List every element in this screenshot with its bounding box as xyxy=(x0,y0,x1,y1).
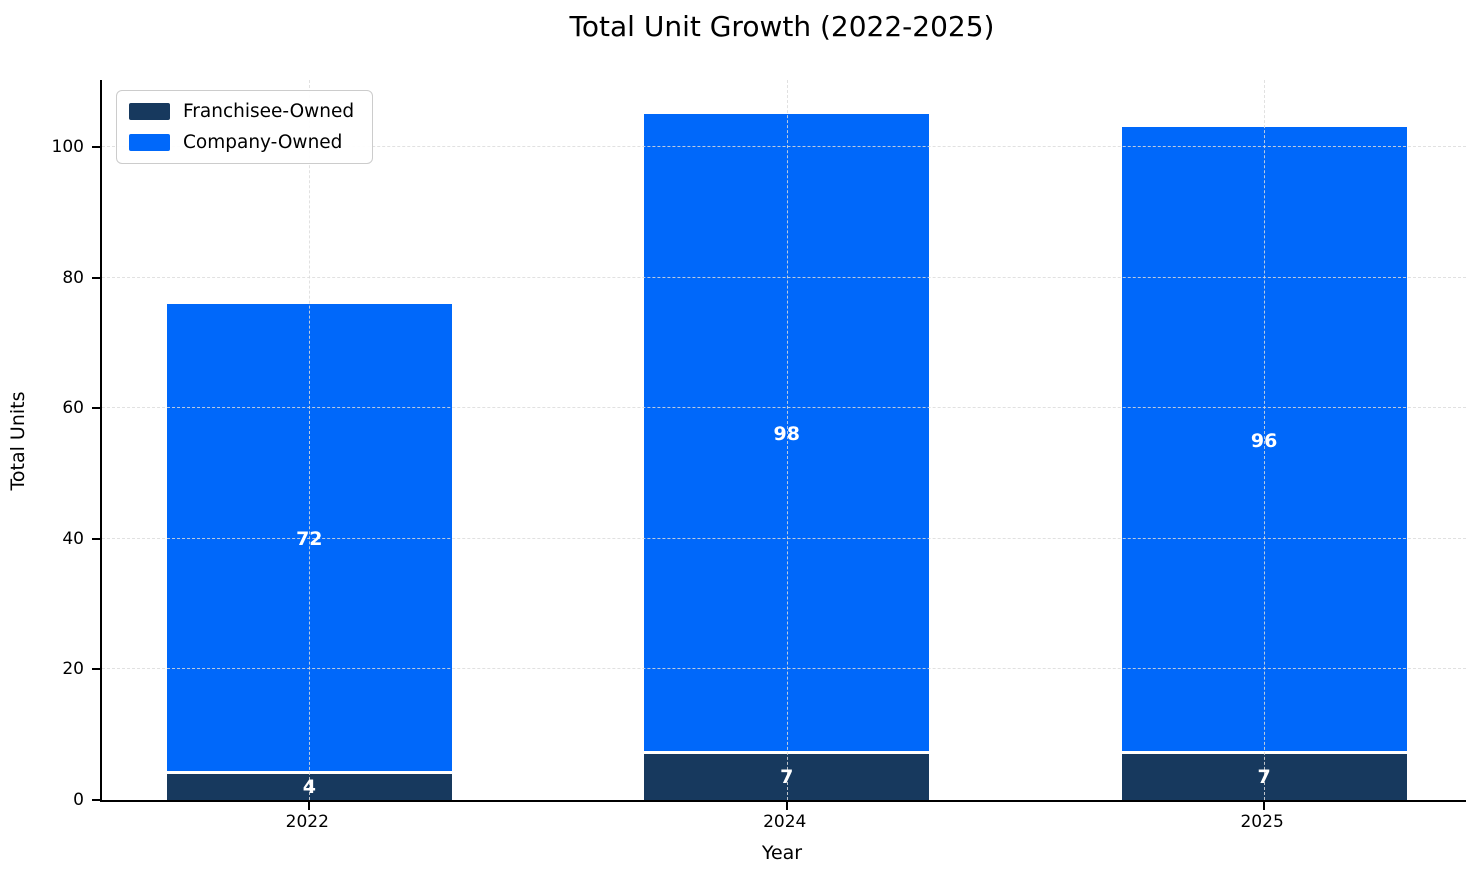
y-tick-label: 80 xyxy=(62,267,84,288)
bar-value-label: 4 xyxy=(302,775,316,798)
bar-value-label: 7 xyxy=(780,766,794,789)
x-axis-label: Year xyxy=(761,842,803,864)
bar-value-label: 72 xyxy=(296,527,323,550)
legend-item-franchisee: Franchisee-Owned xyxy=(129,101,354,122)
y-tick-mark xyxy=(92,668,100,671)
y-tick-mark xyxy=(92,276,100,279)
y-tick-label: 60 xyxy=(62,398,84,419)
x-axis: 2022 2024 2025 xyxy=(100,812,1464,836)
x-tick-label: 2022 xyxy=(285,812,329,832)
x-tick-label: 2024 xyxy=(763,812,807,832)
x-tick-mark xyxy=(308,802,311,810)
y-tick-mark xyxy=(92,537,100,540)
y-tick-mark xyxy=(92,407,100,410)
x-tick-mark xyxy=(1263,802,1266,810)
y-tick-label: 40 xyxy=(62,528,84,549)
y-axis: 0 20 40 60 80 100 xyxy=(0,80,100,810)
y-tick-label: 0 xyxy=(73,790,84,810)
plot-area: 4 72 7 98 7 96 Franchisee-Owned Company-Owned xyxy=(92,80,1466,810)
legend-label-company: Company-Owned xyxy=(183,132,343,153)
legend-swatch-company xyxy=(129,134,170,151)
chart-title: Total Unit Growth (2022-2025) xyxy=(569,10,995,43)
y-tick-label: 20 xyxy=(62,659,84,680)
legend-swatch-franchisee xyxy=(129,103,170,120)
legend-label-franchisee: Franchisee-Owned xyxy=(183,101,355,122)
y-tick-mark xyxy=(92,145,100,148)
x-tick-label: 2025 xyxy=(1240,812,1284,832)
bar-value-label: 98 xyxy=(773,423,800,446)
y-tick-mark xyxy=(92,799,100,801)
legend-item-company: Company-Owned xyxy=(129,132,354,153)
bar-value-label: 7 xyxy=(1257,766,1271,789)
bar-value-label: 96 xyxy=(1250,429,1278,452)
x-tick-mark xyxy=(785,802,788,810)
legend: Franchisee-Owned Company-Owned xyxy=(116,90,374,164)
y-tick-label: 100 xyxy=(51,136,84,157)
